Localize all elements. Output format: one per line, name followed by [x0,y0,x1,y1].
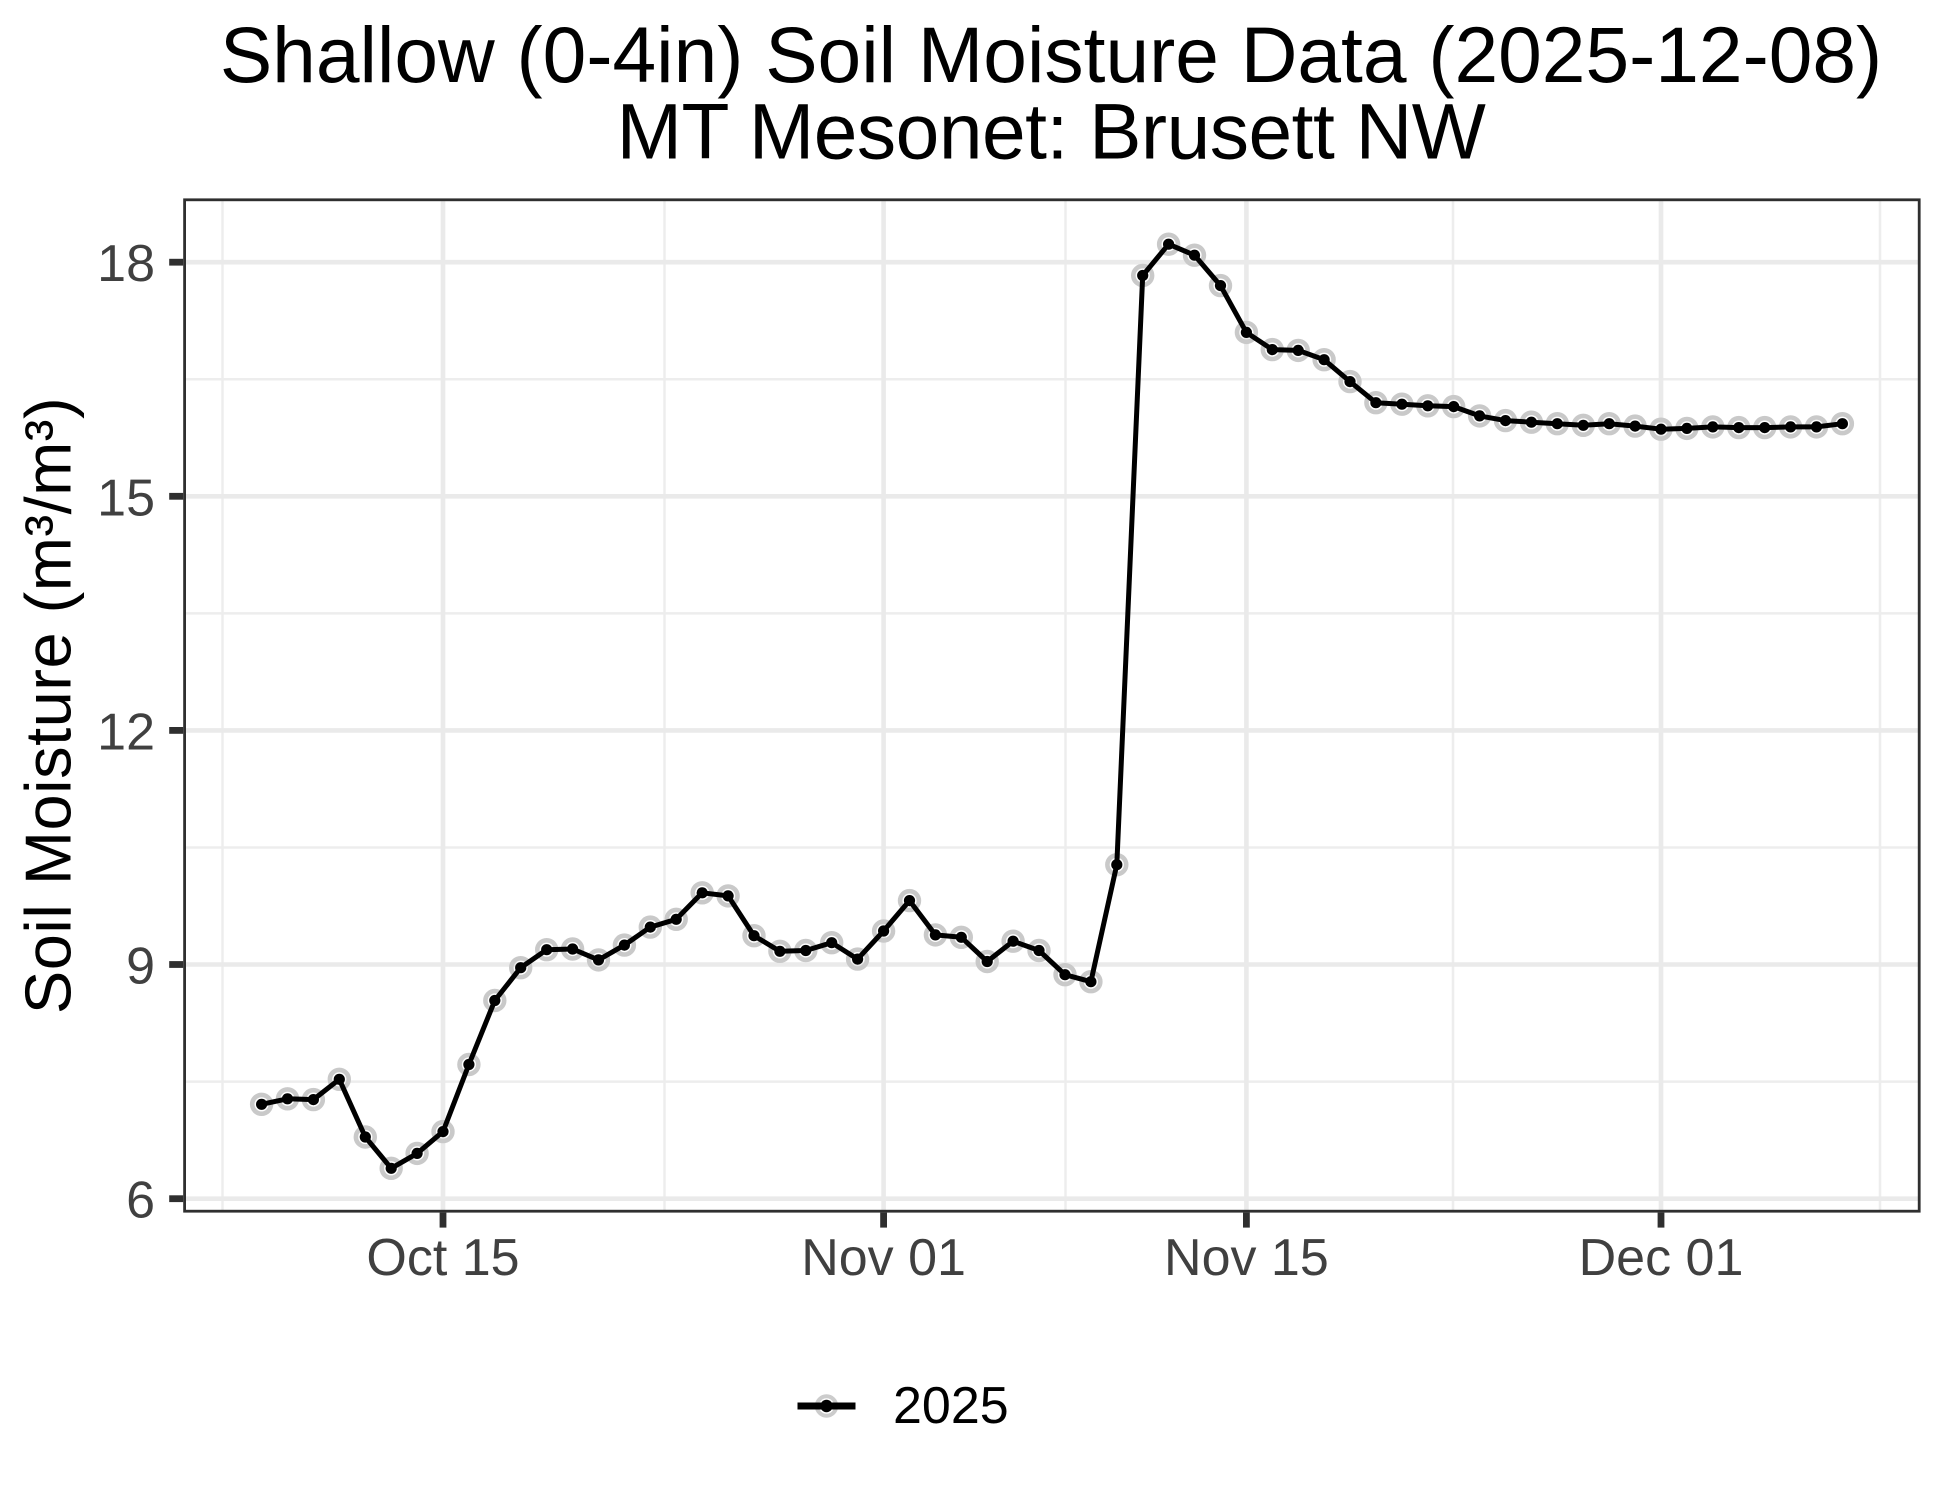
svg-text:Nov 15: Nov 15 [1164,1229,1329,1287]
svg-text:Soil Moisture (m³/m³): Soil Moisture (m³/m³) [12,397,85,1014]
svg-text:Nov 01: Nov 01 [801,1229,966,1287]
svg-text:12: 12 [97,703,155,761]
svg-text:6: 6 [126,1172,155,1230]
svg-text:9: 9 [126,938,155,996]
svg-text:2025: 2025 [893,1377,1009,1435]
svg-text:Dec 01: Dec 01 [1579,1229,1744,1287]
svg-text:18: 18 [97,235,155,293]
svg-text:Oct 15: Oct 15 [366,1229,519,1287]
svg-text:MT Mesonet: Brusett NW: MT Mesonet: Brusett NW [617,88,1486,176]
svg-text:15: 15 [97,469,155,527]
svg-text:Shallow (0-4in) Soil Moisture: Shallow (0-4in) Soil Moisture Data (2025… [220,11,1882,99]
